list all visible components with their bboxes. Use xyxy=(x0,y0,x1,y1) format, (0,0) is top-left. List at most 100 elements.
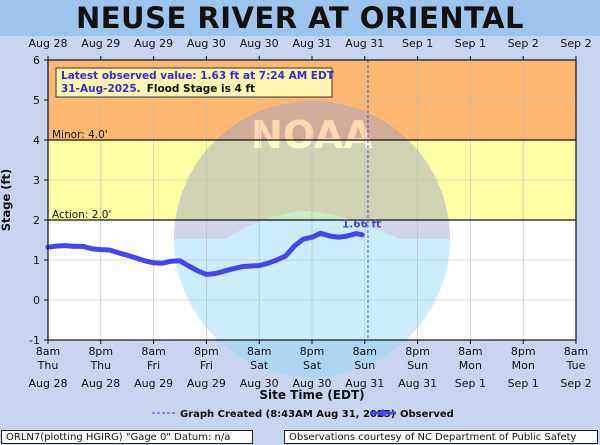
legend-created-label: Graph Created (8:43AM Aug 31, 2025) xyxy=(180,409,395,420)
page-title: NEUSE RIVER AT ORIENTAL xyxy=(75,1,525,35)
y-axis-label: Stage (ft) xyxy=(0,169,13,232)
y-tick-label: 3 xyxy=(33,174,40,187)
observed-date-text: 31-Aug-2025. Flood Stage is 4 ft xyxy=(61,83,255,95)
gage-datum-note: ORLN7(plotting HGIRG) "Gage 0" Datum: n/… xyxy=(1,430,253,444)
x-tick-day: Fri xyxy=(200,359,213,372)
top-date-label: Aug 29 xyxy=(81,37,120,50)
observed-point xyxy=(274,257,279,263)
x-tick-day: Sun xyxy=(354,359,375,372)
x-tick-day: Tue xyxy=(566,359,586,372)
x-tick-time: 8pm xyxy=(88,345,113,358)
top-date-label: Sep 1 xyxy=(402,37,433,50)
x-tick-time: 8am xyxy=(458,345,482,358)
x-tick-time: 8pm xyxy=(194,345,219,358)
x-tick-day: Mon xyxy=(459,359,482,372)
top-date-label: Sep 2 xyxy=(560,37,591,50)
y-tick-label: 0 xyxy=(33,294,40,307)
observed-point xyxy=(345,233,350,239)
legend-observed-marker xyxy=(379,409,387,417)
x-tick-time: 8pm xyxy=(300,345,325,358)
threshold-label-0: Minor: 4.0' xyxy=(52,129,108,141)
top-date-label: Aug 30 xyxy=(240,37,279,50)
observed-point xyxy=(221,269,227,274)
x-tick-date: Sep 1 xyxy=(455,377,486,390)
observed-point xyxy=(81,244,86,249)
x-tick-time: 8pm xyxy=(511,345,536,358)
observed-point xyxy=(177,258,183,263)
observed-point xyxy=(327,233,332,239)
flood-stage-text: Flood Stage is 4 ft xyxy=(147,83,255,95)
observed-point xyxy=(257,263,262,268)
observed-point xyxy=(248,263,253,269)
observed-point xyxy=(89,246,95,251)
observed-point xyxy=(239,264,244,269)
x-tick-day: Sat xyxy=(303,359,322,372)
y-tick-label: 4 xyxy=(33,134,40,147)
top-date-label: Aug 31 xyxy=(293,37,332,50)
top-date-label: Aug 28 xyxy=(29,37,68,50)
title-bar: NEUSE RIVER AT ORIENTAL xyxy=(0,0,600,36)
y-tick-label: 6 xyxy=(33,54,40,67)
observed-point xyxy=(116,250,121,255)
x-tick-time: 8am xyxy=(141,345,165,358)
y-tick-label: -1 xyxy=(29,334,40,347)
legend-observed-label: Observed xyxy=(400,409,454,420)
x-tick-time: 8am xyxy=(353,345,377,358)
x-tick-date: Aug 31 xyxy=(398,377,437,390)
x-tick-date: Aug 29 xyxy=(134,377,173,390)
x-tick-time: 8am xyxy=(247,345,271,358)
chart-legend: Graph Created (8:43AM Aug 31, 2025) Obser… xyxy=(152,409,454,420)
threshold-lines: Minor: 4.0' Action: 2.0' xyxy=(48,60,576,340)
info-box: Latest observed value: 1.63 ft at 7:24 A… xyxy=(55,67,335,98)
top-date-label: Aug 31 xyxy=(345,37,384,50)
x-tick-date: Aug 29 xyxy=(187,377,226,390)
x-tick-day: Mon xyxy=(512,359,535,372)
observed-point xyxy=(230,266,235,271)
observed-point xyxy=(169,259,174,264)
observed-point xyxy=(63,243,68,248)
observed-point xyxy=(353,231,359,236)
observed-point xyxy=(265,261,271,266)
observed-point xyxy=(292,243,297,249)
x-tick-date: Aug 31 xyxy=(345,377,384,390)
top-date-label: Sep 1 xyxy=(455,37,486,50)
top-date-label: Sep 2 xyxy=(508,37,539,50)
x-tick-day: Sun xyxy=(407,359,428,372)
observed-point xyxy=(359,232,365,237)
y-tick-label: 5 xyxy=(33,94,40,107)
latest-observed-text: Latest observed value: 1.63 ft at 7:24 A… xyxy=(61,70,335,82)
observed-point xyxy=(318,231,323,236)
observed-point xyxy=(186,263,191,269)
observed-series: 1.66 ft xyxy=(45,219,381,277)
observed-point xyxy=(336,235,341,240)
info-box-frame xyxy=(55,67,333,98)
x-tick-time: 8am xyxy=(36,345,60,358)
observed-point xyxy=(213,271,218,276)
x-tick-date: Sep 2 xyxy=(560,377,591,390)
y-tick-label: 2 xyxy=(33,214,40,227)
x-tick-time: 8am xyxy=(564,345,588,358)
observed-point xyxy=(204,272,209,277)
x-tick-time: 8pm xyxy=(405,345,430,358)
observed-point xyxy=(301,237,306,242)
observed-point xyxy=(98,247,104,252)
x-tick-date: Aug 30 xyxy=(293,377,332,390)
x-tick-day: Sat xyxy=(250,359,269,372)
x-tick-date: Sep 1 xyxy=(508,377,539,390)
peak-value-label: 1.66 ft xyxy=(342,219,381,231)
x-tick-date: Aug 28 xyxy=(29,377,68,390)
observed-point xyxy=(72,244,77,249)
observed-point xyxy=(133,255,139,261)
observed-point xyxy=(142,258,147,263)
observed-point xyxy=(125,253,130,258)
x-tick-day: Fri xyxy=(147,359,160,372)
x-axis-label: Site Time (EDT) xyxy=(259,388,364,402)
observed-date: 31-Aug-2025. xyxy=(61,83,141,95)
x-tick-day: Thu xyxy=(37,359,59,372)
observed-point xyxy=(107,247,112,253)
hydrograph-chart: NOAA Minor: 4.0'Action: 2.0' 1.66 ft Sta… xyxy=(0,37,592,420)
x-tick-day: Thu xyxy=(89,359,111,372)
observations-credit: Observations courtesy of NC Department o… xyxy=(284,430,598,444)
